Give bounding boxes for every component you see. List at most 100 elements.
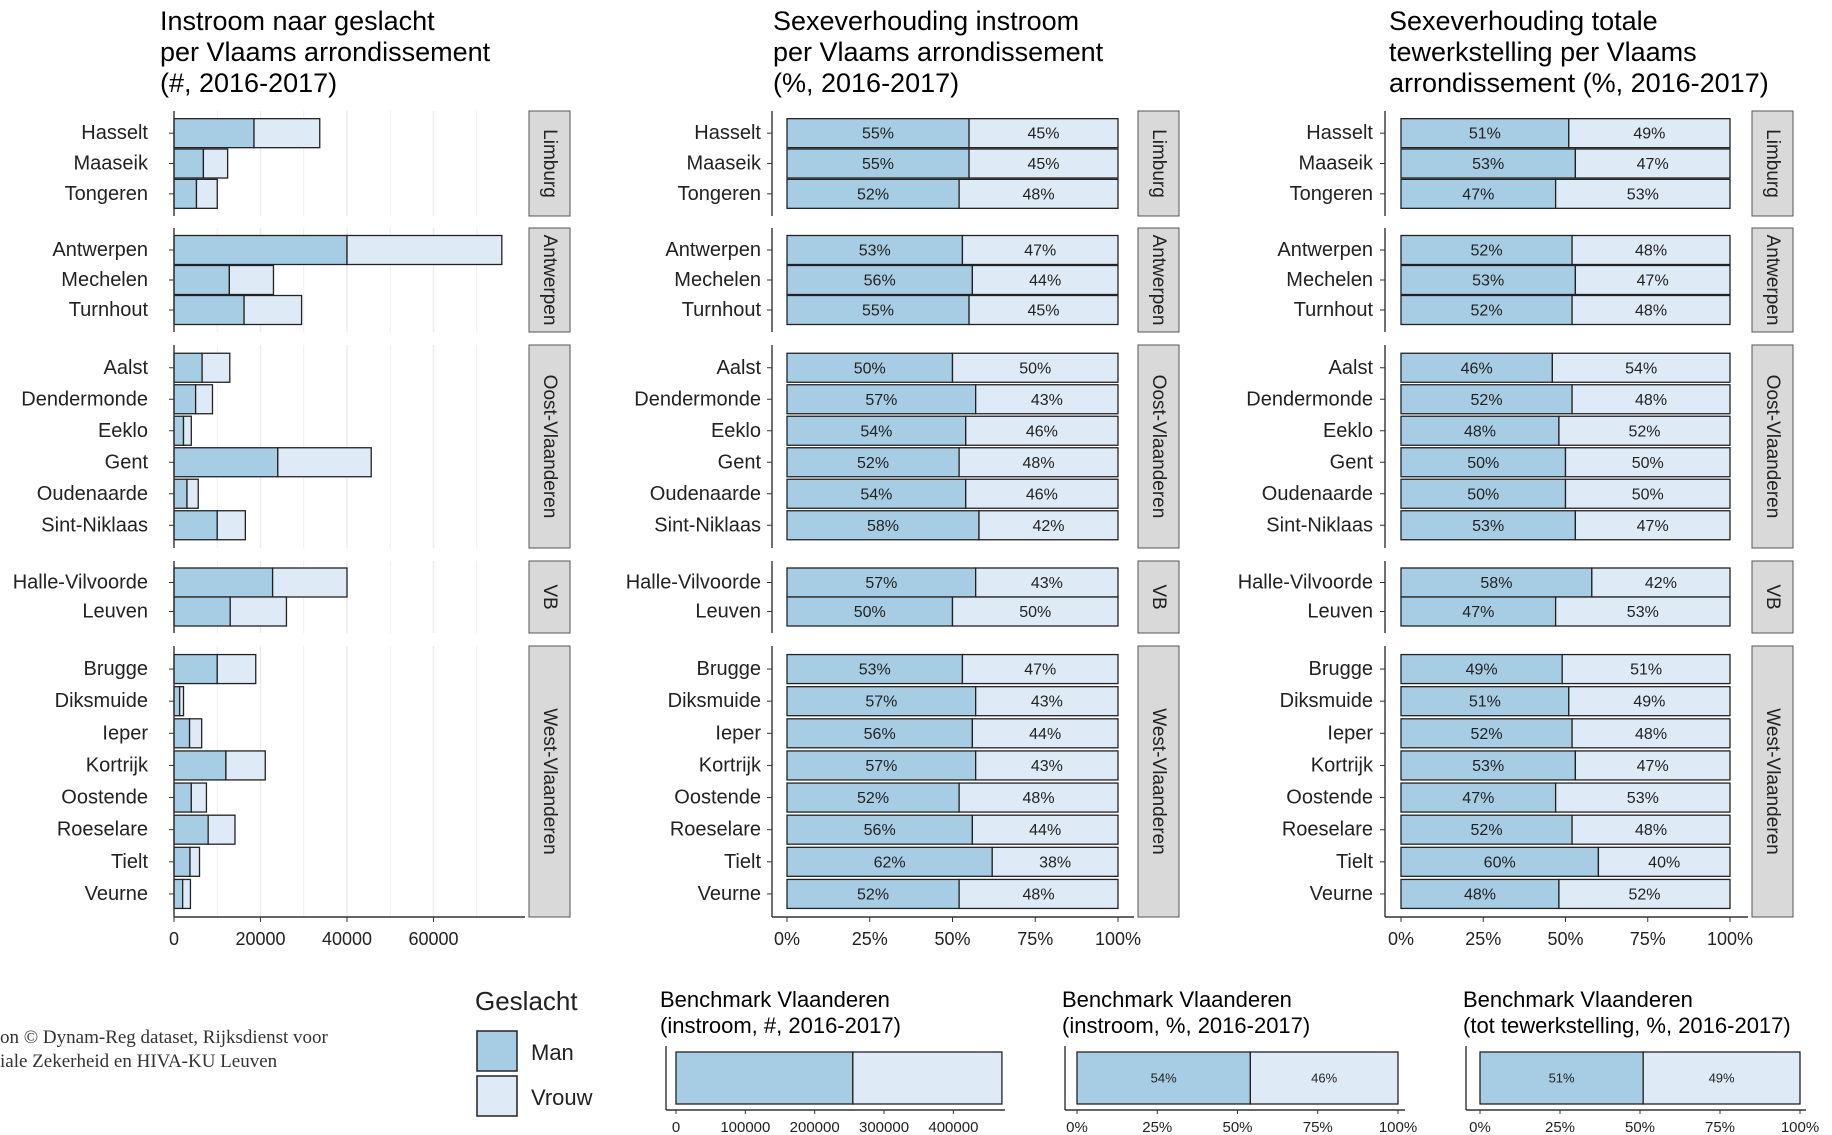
data-label-vrouw-oudenaarde: 50% [1632, 486, 1664, 503]
category-label-mechelen: Mechelen [1286, 269, 1373, 291]
facet-strip-antwerpen [1751, 227, 1794, 333]
benchmark-x-tick-label: 0% [1469, 1119, 1491, 1135]
data-label-vrouw-gent: 50% [1632, 455, 1664, 472]
category-label-roeselare: Roeselare [57, 819, 148, 841]
bar-man-diksmuide [1400, 686, 1570, 717]
data-label-man-tielt: 60% [1484, 854, 1516, 871]
category-label-oudenaarde: Oudenaarde [1262, 483, 1373, 505]
bar-man-roeselare [173, 814, 209, 845]
facet-vb: VB Halle-Vilvoorde 57% 43% Leuven 50% 50% [626, 560, 1180, 634]
category-label-halle-vilvoorde: Halle-Vilvoorde [13, 572, 148, 594]
category-label-veurne: Veurne [85, 883, 148, 905]
bar-man-tielt [786, 846, 993, 877]
facet-strip-limburg [1137, 110, 1180, 217]
category-label-tielt: Tielt [111, 851, 148, 873]
benchmark-bar-vrouw [1642, 1051, 1801, 1105]
data-label-vrouw-antwerpen: 48% [1635, 243, 1667, 260]
facet-strip-antwerpen [528, 227, 571, 333]
bar-vrouw-kortrijk [225, 750, 266, 781]
data-label-vrouw-oostende: 48% [1023, 790, 1055, 807]
bar-vrouw-oostende [1554, 782, 1731, 813]
legend-label-vrouw: Vrouw [531, 1085, 593, 1110]
category-label-leuven: Leuven [1307, 601, 1373, 623]
category-label-ieper: Ieper [1327, 722, 1373, 744]
bar-man-oudenaarde [786, 478, 967, 509]
bar-vrouw-roeselare [207, 814, 236, 845]
bar-vrouw-kortrijk [1574, 750, 1731, 781]
panel-title-count-line-1: Instroom naar geslacht [160, 6, 435, 36]
bar-vrouw-veurne [181, 878, 192, 910]
category-label-kortrijk: Kortrijk [1311, 754, 1374, 776]
data-label-man-oudenaarde: 54% [860, 486, 892, 503]
facet-label-vb: VB [539, 584, 560, 609]
legend-title: Geslacht [475, 986, 578, 1016]
data-label-man-oostende: 52% [857, 790, 889, 807]
bar-man-leuven [1400, 596, 1557, 627]
data-label-vrouw-leuven: 50% [1019, 604, 1051, 621]
data-label-man-brugge: 53% [859, 662, 891, 679]
category-label-eeklo: Eeklo [711, 420, 761, 442]
bar-vrouw-oostende [190, 782, 208, 813]
data-label-man-sint-niklaas: 53% [1472, 518, 1504, 535]
data-label-vrouw-aalst: 50% [1019, 360, 1051, 377]
bar-man-hasselt [786, 118, 970, 149]
category-label-tongeren: Tongeren [678, 183, 761, 205]
bar-vrouw-tielt [991, 846, 1119, 877]
facet-limburg: Limburg Hasselt 55% 45% Maaseik 55% 45% Tongere… [678, 110, 1180, 217]
data-label-vrouw-gent: 48% [1023, 455, 1055, 472]
bar-vrouw-maaseik [202, 148, 229, 179]
bar-vrouw-ieper [188, 718, 203, 749]
x-tick-label: 50% [1547, 929, 1583, 949]
benchmark-label-vrouw: 46% [1311, 1071, 1337, 1086]
facet-strip-vb [528, 560, 571, 634]
bar-man-oudenaarde [173, 478, 188, 509]
data-label-man-maaseik: 55% [862, 156, 894, 173]
x-tick-label: 75% [1630, 929, 1666, 949]
benchmark-x-tick-label: 25% [1142, 1119, 1172, 1135]
facet-west-vlaanderen: West-Vlaanderen Brugge 49% 51% Diksmuide 51% 4… [1280, 645, 1794, 918]
bar-man-maaseik [173, 148, 205, 179]
bar-man-aalst [173, 352, 203, 383]
bar-vrouw-eeklo [182, 415, 192, 446]
data-label-man-diksmuide: 57% [865, 694, 897, 711]
category-label-maaseik: Maaseik [74, 153, 149, 175]
bar-man-leuven [786, 596, 954, 627]
panel-title-total-line-3: arrondissement (%, 2016-2017) [1389, 68, 1769, 98]
bar-vrouw-aalst [201, 352, 231, 383]
bar-vrouw-maaseik [968, 148, 1119, 179]
data-label-man-eeklo: 48% [1464, 423, 1496, 440]
facet-label-west-vlaanderen: West-Vlaanderen [539, 708, 560, 854]
bar-vrouw-maaseik [1574, 148, 1731, 179]
category-label-leuven: Leuven [82, 601, 148, 623]
x-tick-label: 20000 [235, 929, 285, 949]
x-tick-label: 25% [852, 929, 888, 949]
bar-vrouw-sint-niklaas [216, 510, 247, 541]
bar-man-antwerpen [1400, 234, 1573, 266]
data-label-man-kortrijk: 57% [865, 758, 897, 775]
facet-label-limburg: Limburg [539, 129, 560, 198]
panel-title-total: Sexeverhouding totale tewerkstelling per… [1389, 6, 1769, 98]
data-label-vrouw-leuven: 53% [1627, 604, 1659, 621]
facet-label-limburg: Limburg [1148, 129, 1169, 198]
data-label-vrouw-maaseik: 47% [1637, 156, 1669, 173]
facet-strip-oost-vlaanderen [1751, 344, 1794, 549]
bar-vrouw-tielt [1597, 846, 1731, 877]
x-tick-label: 40000 [322, 929, 372, 949]
data-label-vrouw-dendermonde: 48% [1635, 392, 1667, 409]
data-label-man-turnhout: 55% [862, 303, 894, 320]
facet-label-vb: VB [1762, 584, 1783, 609]
category-label-kortrijk: Kortrijk [699, 754, 762, 776]
category-label-veurne: Veurne [1310, 883, 1373, 905]
bar-vrouw-leuven [951, 596, 1119, 627]
bar-man-dendermonde [1400, 384, 1573, 415]
bar-vrouw-kortrijk [975, 750, 1119, 781]
data-label-man-tongeren: 47% [1462, 186, 1494, 203]
data-label-vrouw-tielt: 38% [1039, 854, 1071, 871]
category-label-brugge: Brugge [84, 658, 149, 680]
data-label-man-roeselare: 52% [1471, 822, 1503, 839]
bar-man-veurne [173, 878, 184, 910]
data-label-vrouw-antwerpen: 47% [1024, 243, 1056, 260]
category-label-brugge: Brugge [697, 658, 762, 680]
source-line-2: iale Zekerheid en HIVA-KU Leuven [0, 1051, 278, 1072]
